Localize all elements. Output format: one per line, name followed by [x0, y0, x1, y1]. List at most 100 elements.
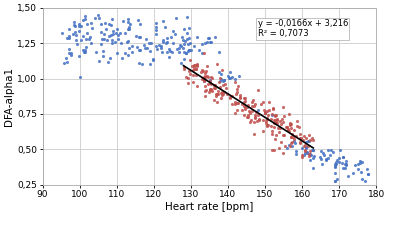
Point	[213, 63, 220, 66]
Point	[208, 87, 214, 91]
Point	[164, 50, 170, 54]
Point	[291, 128, 297, 132]
Point	[202, 71, 208, 75]
Point	[307, 138, 313, 142]
Point	[204, 75, 211, 79]
Point	[186, 48, 192, 52]
Point	[106, 34, 112, 37]
Point	[194, 64, 200, 68]
Point	[185, 81, 191, 85]
Point	[342, 162, 349, 166]
Point	[212, 86, 218, 90]
Point	[222, 87, 229, 90]
Point	[96, 16, 102, 20]
Point	[217, 76, 224, 79]
Point	[127, 22, 134, 26]
Point	[190, 73, 197, 76]
Point	[278, 140, 285, 144]
Point	[221, 78, 228, 82]
Point	[193, 73, 199, 77]
Point	[58, 31, 65, 35]
Point	[306, 133, 312, 137]
Point	[285, 127, 292, 131]
Point	[318, 157, 325, 161]
Point	[65, 36, 72, 40]
Point	[186, 59, 193, 62]
Point	[205, 36, 212, 40]
Point	[232, 100, 238, 104]
Point	[299, 146, 306, 150]
Point	[104, 38, 110, 42]
Point	[180, 46, 186, 50]
Point	[232, 80, 238, 84]
Point	[190, 80, 197, 84]
Point	[194, 35, 200, 39]
Point	[299, 153, 306, 157]
Point	[80, 48, 87, 52]
Point	[141, 43, 147, 47]
Point	[124, 39, 131, 43]
Point	[309, 136, 315, 139]
Point	[68, 53, 74, 57]
Point	[208, 76, 214, 79]
Point	[288, 135, 294, 139]
Point	[82, 18, 88, 21]
Point	[112, 40, 118, 43]
Point	[64, 60, 70, 64]
Point	[200, 69, 206, 73]
Point	[286, 144, 293, 147]
Point	[136, 61, 142, 65]
Point	[218, 96, 224, 100]
Point	[344, 174, 351, 178]
Point	[254, 114, 261, 117]
Point	[147, 49, 153, 52]
Point	[237, 96, 244, 100]
Point	[310, 156, 316, 160]
Point	[234, 87, 240, 91]
Point	[303, 145, 309, 149]
Point	[306, 152, 313, 156]
Point	[181, 65, 188, 69]
Point	[83, 37, 90, 41]
Point	[359, 177, 365, 181]
Point	[332, 162, 338, 166]
Point	[205, 82, 211, 86]
Point	[293, 153, 300, 156]
Point	[233, 92, 240, 96]
Point	[289, 140, 295, 144]
Point	[325, 156, 332, 160]
Point	[245, 113, 252, 117]
Point	[269, 148, 276, 151]
Point	[211, 84, 217, 87]
Point	[262, 111, 268, 115]
Point	[221, 90, 227, 94]
Point	[279, 117, 286, 121]
Point	[225, 74, 231, 77]
Point	[303, 136, 310, 140]
Point	[349, 171, 356, 175]
Point	[139, 62, 145, 65]
Point	[125, 27, 132, 31]
Point	[222, 82, 228, 86]
Point	[280, 120, 286, 124]
Point	[358, 170, 364, 174]
Point	[176, 46, 182, 50]
Point	[273, 133, 279, 137]
X-axis label: Heart rate [bpm]: Heart rate [bpm]	[165, 202, 254, 212]
Point	[310, 166, 316, 170]
Point	[212, 35, 218, 39]
Point	[170, 29, 176, 33]
Point	[216, 50, 222, 54]
Point	[269, 129, 275, 133]
Point	[184, 31, 190, 35]
Point	[227, 76, 233, 80]
Point	[290, 137, 297, 141]
Point	[288, 122, 294, 126]
Point	[277, 126, 283, 130]
Point	[340, 155, 346, 159]
Point	[249, 109, 255, 113]
Point	[247, 120, 254, 123]
Point	[216, 85, 223, 89]
Point	[288, 127, 294, 130]
Point	[184, 15, 190, 18]
